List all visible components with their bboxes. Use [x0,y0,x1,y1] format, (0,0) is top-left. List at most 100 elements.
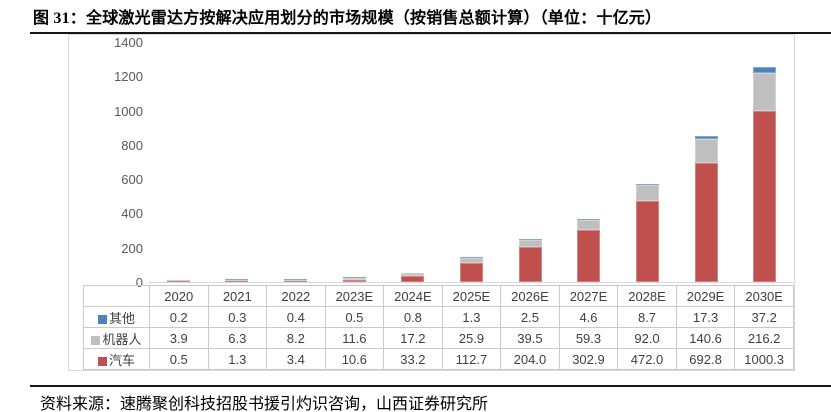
legend-swatch-icon [97,356,107,366]
bar-segment [635,183,659,186]
series-name: 机器人 [102,331,142,347]
value-cell: 692.8 [675,348,736,370]
bar-segment [225,281,249,282]
stacked-bar-2027E [577,219,601,282]
bar-segment [166,281,190,282]
year-header-cell: 2027E [558,285,619,307]
bar-segment [753,73,777,111]
value-cell: 11.6 [324,327,385,349]
series-name: 汽车 [108,352,135,368]
value-cell: 302.9 [558,348,619,370]
y-tick-label: 1000 [114,103,143,119]
stacked-bar-2028E [635,183,659,282]
y-tick-label: 1200 [114,69,143,85]
value-cell: 10.6 [324,348,385,370]
bar-slot-2023E [325,43,384,282]
bar-segment [694,139,718,164]
source-note: 资料来源：速腾聚创科技招股书援引灼识咨询，山西证券研究所 [40,396,489,412]
bar-segment [401,276,425,282]
value-cell: 3.4 [266,348,326,370]
bar-slot-2027E [559,43,618,282]
value-cell: 0.5 [324,306,385,328]
bar-slot-2022 [266,43,325,282]
y-tick-label: 200 [121,240,143,256]
value-cell: 0.2 [149,306,209,328]
year-header-cell: 2023E [324,285,385,307]
stacked-bar-2029E [694,136,718,282]
bar-segment [460,262,484,282]
value-cell: 0.4 [266,306,326,328]
value-cell: 39.5 [500,327,560,349]
legend-swatch-icon [91,335,101,345]
value-cell: 33.2 [383,348,443,370]
bar-slot-2026E [501,43,560,282]
bar-segment [577,230,601,282]
y-axis: 0 200 400 600 800 1000 1200 1400 [69,35,143,295]
bottom-rule [30,385,831,387]
value-cell: 59.3 [558,327,619,349]
stacked-bar-2022 [284,279,308,282]
bar-segment [577,219,601,231]
bar-segment [342,280,366,282]
value-cell: 472.0 [617,348,677,370]
bar-slot-2021 [208,43,267,282]
bar-segment [518,240,542,248]
legend-swatch-icon [97,314,107,324]
y-tick-label: 800 [121,137,143,153]
data-table: 2020 2021 2022 2023E 2024E 2025E 2026E 2027E 202… [83,285,794,370]
table-row-机器人: 机器人 3.9 6.3 8.2 11.6 17.2 25.9 39.5 59.3 92.0 140.… [83,327,794,349]
plot-area [149,43,794,283]
bar-segment [518,239,542,241]
year-header-cell: 2025E [441,285,502,307]
stacked-bar-2021 [225,279,249,282]
legend-cell: 其他 [83,306,150,328]
bar-segment [342,278,366,281]
value-cell: 8.2 [266,327,326,349]
bar-segment [225,280,249,282]
year-header-cell: 2029E [675,285,736,307]
bar-segment [694,136,718,140]
y-tick-label: 0 [135,275,143,290]
bar-slot-2029E [677,43,736,282]
y-tick-label: 1400 [114,35,143,50]
chart-card: 0 200 400 600 800 1000 1200 1400 2020 2021 2022 20… [68,34,795,371]
y-tick-label: 400 [121,206,143,222]
bar-slot-2024E [384,43,443,282]
value-cell: 1000.3 [734,348,794,370]
value-cell: 112.7 [441,348,502,370]
stacked-bar-2023E [342,277,366,282]
series-name: 其他 [108,310,135,326]
bar-segment [166,280,190,282]
year-header-cell: 2026E [500,285,560,307]
value-cell: 3.9 [149,327,209,349]
year-header-cell: 2024E [383,285,443,307]
bar-segment [753,67,777,74]
value-cell: 2.5 [500,306,560,328]
value-cell: 4.6 [558,306,619,328]
legend-cell: 汽车 [83,348,150,370]
legend-cell: 机器人 [83,327,150,349]
bar-segment [284,279,308,282]
year-header-cell: 2028E [617,285,677,307]
table-row-其他: 其他 0.2 0.3 0.4 0.5 0.8 1.3 2.5 4.6 8.7 17.3 37.2 [83,306,794,328]
bar-segment [635,201,659,282]
bar-segment [518,247,542,282]
bar-segment [284,279,308,280]
value-cell: 25.9 [441,327,502,349]
value-cell: 1.3 [441,306,502,328]
top-rule [30,32,831,34]
bar-segment [401,273,425,277]
value-cell: 140.6 [675,327,736,349]
value-cell: 0.8 [383,306,443,328]
stacked-bar-2024E [401,272,425,282]
stacked-bar-2020 [166,279,190,282]
bar-segment [635,185,659,202]
year-header-cell: 2020 [149,285,209,307]
bar-segment [166,279,190,281]
bar-segment [284,281,308,282]
value-cell: 8.7 [617,306,677,328]
y-tick-label: 600 [121,172,143,188]
bar-segment [753,110,777,282]
bar-segment [460,258,484,263]
